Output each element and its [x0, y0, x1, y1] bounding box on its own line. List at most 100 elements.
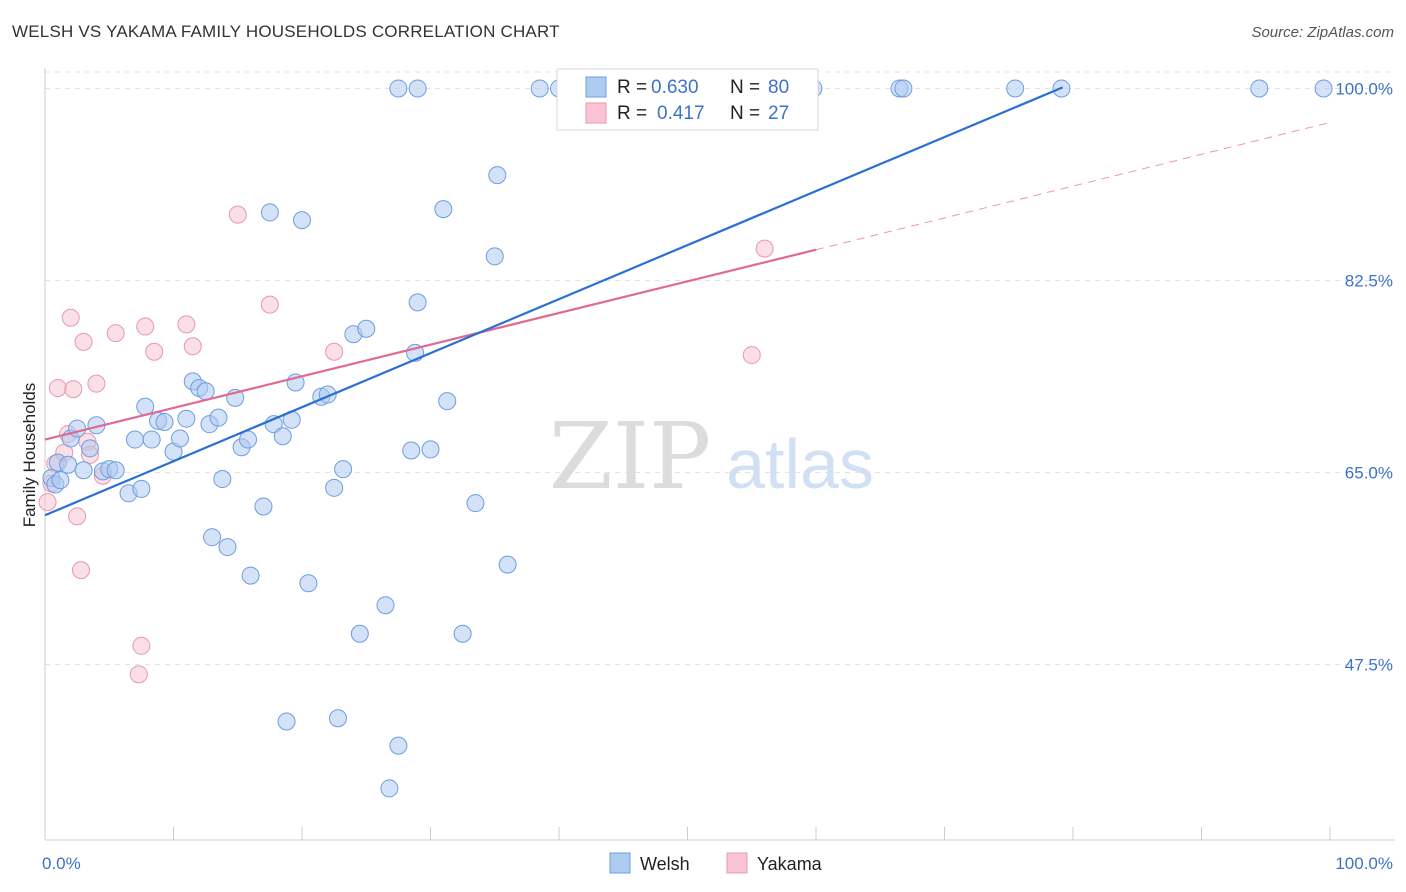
source-label: Source: ZipAtlas.com — [1251, 24, 1394, 41]
welsh-point — [125, 430, 144, 449]
welsh-point — [80, 439, 99, 458]
welsh-point — [209, 408, 228, 427]
yakama-point — [71, 561, 90, 580]
welsh-point — [170, 429, 189, 448]
yakama-point — [742, 346, 761, 365]
welsh-points — [42, 79, 1333, 798]
yakama-trendline — [44, 248, 817, 441]
yakama-point — [38, 493, 57, 512]
yakama-point — [106, 324, 125, 343]
y-tick-label: 100.0% — [1335, 79, 1393, 98]
welsh-point — [106, 461, 125, 480]
welsh-point — [466, 494, 485, 513]
yakama-point — [68, 507, 87, 526]
watermark: ZIP atlas — [549, 403, 874, 510]
welsh-point — [488, 166, 507, 185]
y-axis-title: Family Households — [20, 383, 39, 528]
yakama-point — [177, 315, 196, 334]
y-tick-labels: 47.5% 65.0% 82.5% 100.0% — [1335, 79, 1393, 674]
x-tick-label-end: 100.0% — [1335, 854, 1393, 873]
welsh-point — [328, 709, 347, 728]
trendlines — [44, 86, 1331, 517]
welsh-point — [203, 528, 222, 547]
welsh-point — [299, 574, 318, 593]
yakama-point — [136, 317, 155, 336]
welsh-r-label: R = — [617, 77, 647, 98]
yakama-n-label: N = — [730, 103, 760, 124]
welsh-point — [68, 419, 87, 438]
welsh-point — [254, 497, 273, 516]
yakama-point — [129, 665, 148, 684]
welsh-point — [239, 430, 258, 449]
yakama-point — [755, 239, 774, 258]
welsh-swatch — [585, 76, 607, 98]
yakama-point — [61, 308, 80, 327]
welsh-point — [434, 200, 453, 219]
welsh-point — [1006, 79, 1025, 98]
yakama-point — [260, 295, 279, 314]
welsh-point — [177, 409, 196, 428]
y-tick-label: 65.0% — [1345, 463, 1393, 482]
yakama-trend-extension — [815, 121, 1331, 251]
welsh-point — [74, 461, 93, 480]
watermark-atlas: atlas — [726, 425, 874, 503]
welsh-point — [213, 470, 232, 489]
yakama-point — [87, 374, 106, 393]
welsh-point — [894, 79, 913, 98]
welsh-point — [530, 79, 549, 98]
legend-welsh-label: Welsh — [640, 854, 690, 874]
welsh-point — [51, 471, 70, 490]
stats-legend: R = 0.630 N = 80 R = 0.417 N = 27 — [556, 68, 819, 131]
welsh-point — [498, 555, 517, 574]
welsh-point — [438, 392, 457, 411]
watermark-zip: ZIP — [549, 403, 711, 510]
yakama-point — [74, 332, 93, 351]
legend-yakama-swatch — [726, 852, 748, 874]
welsh-point — [241, 566, 260, 585]
welsh-point — [1250, 79, 1269, 98]
welsh-point — [293, 211, 311, 230]
y-tick-label: 47.5% — [1345, 655, 1393, 674]
yakama-point — [132, 636, 151, 655]
welsh-point — [357, 319, 376, 338]
welsh-point — [218, 538, 237, 557]
y-tick-label: 82.5% — [1345, 271, 1393, 290]
axes — [44, 68, 1395, 841]
yakama-point — [48, 378, 67, 397]
welsh-point — [380, 779, 399, 798]
welsh-trendline — [44, 86, 1064, 517]
welsh-r-value: 0.630 — [651, 77, 699, 98]
yakama-swatch — [585, 102, 607, 124]
x-tick-labels: 0.0% 100.0% — [42, 854, 1393, 873]
chart-title: WELSH VS YAKAMA FAMILY HOUSEHOLDS CORREL… — [12, 22, 560, 41]
legend-welsh-swatch — [609, 852, 631, 874]
yakama-r-value: 0.417 — [657, 103, 705, 124]
welsh-point — [325, 478, 344, 497]
welsh-point — [421, 440, 440, 459]
welsh-point — [453, 624, 472, 643]
welsh-point — [334, 460, 353, 479]
welsh-point — [376, 596, 395, 615]
welsh-point — [1314, 79, 1333, 98]
yakama-point — [145, 342, 164, 361]
series-legend: Welsh Yakama — [609, 852, 823, 874]
welsh-point — [408, 293, 427, 312]
welsh-n-value: 80 — [768, 77, 789, 98]
welsh-point — [142, 430, 161, 449]
welsh-point — [402, 441, 421, 460]
welsh-point — [260, 203, 279, 222]
x-tick-label-start: 0.0% — [42, 854, 81, 873]
welsh-point — [132, 479, 151, 498]
welsh-point — [389, 79, 408, 98]
yakama-r-label: R = — [617, 103, 647, 124]
welsh-n-label: N = — [730, 77, 760, 98]
welsh-point — [277, 712, 296, 731]
welsh-point — [59, 455, 78, 474]
legend-yakama-label: Yakama — [757, 854, 823, 874]
yakama-point — [325, 342, 344, 361]
yakama-n-value: 27 — [768, 103, 789, 124]
yakama-point — [183, 337, 202, 356]
welsh-point — [485, 247, 504, 266]
welsh-point — [196, 382, 215, 401]
